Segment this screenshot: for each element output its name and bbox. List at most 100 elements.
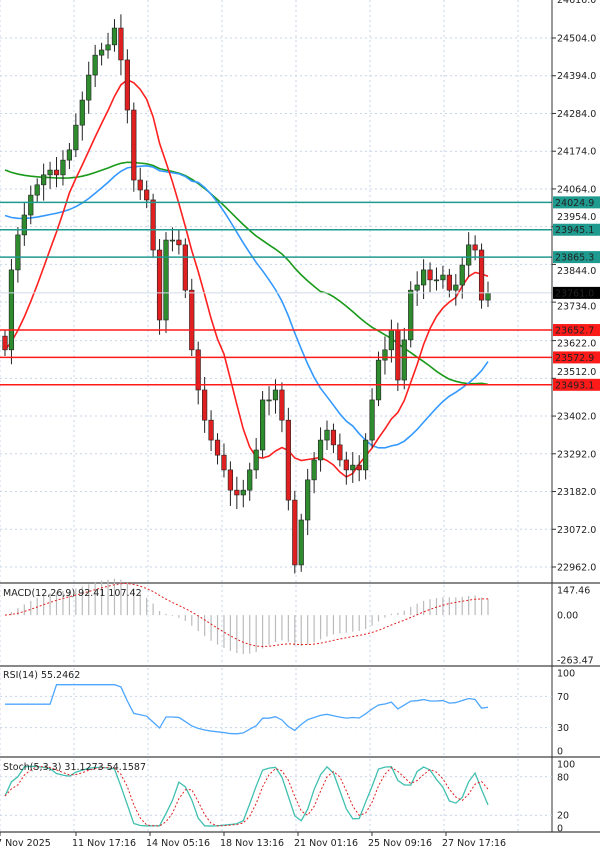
candle-bearish: [427, 269, 433, 281]
candle-bullish: [382, 349, 388, 361]
candle-bearish: [227, 469, 234, 491]
candle-bullish: [459, 264, 465, 286]
candle-bullish: [79, 99, 85, 126]
candle-bullish: [15, 234, 21, 271]
price-tick-label: 23734.0: [557, 302, 596, 313]
price-tick-label: 24504.0: [557, 34, 596, 45]
candle-bullish: [375, 359, 382, 401]
candle-bullish: [317, 439, 324, 461]
rsi-tick-label: 70: [557, 692, 569, 703]
x-tick-label: 27 Nov 17:16: [442, 838, 506, 849]
candle-bearish: [118, 27, 124, 61]
candle-bullish: [259, 399, 266, 451]
level-label: 23493.1: [555, 380, 594, 391]
level-label-bg: [553, 378, 600, 391]
candle-bearish: [150, 199, 156, 251]
candle-bearish: [2, 335, 8, 351]
candle-bearish: [195, 349, 201, 391]
level-label-bg: [553, 324, 600, 337]
stoch-tick-label: 20: [557, 811, 569, 822]
price-tick-label: 24284.0: [557, 109, 596, 120]
candle-bullish: [86, 74, 92, 101]
candle-bullish: [433, 279, 440, 282]
candle-bullish: [388, 329, 395, 351]
candle-bullish: [272, 389, 279, 401]
candle-bullish: [350, 464, 356, 471]
moving-average-line: [4, 78, 489, 478]
candle-bearish: [131, 109, 137, 181]
candle-bearish: [144, 189, 150, 201]
candle-bullish: [408, 289, 414, 341]
macd-signal-line: [4, 582, 489, 648]
candle-bullish: [66, 149, 72, 161]
macd-tick-label: 0.00: [557, 611, 578, 622]
candle-bearish: [446, 274, 452, 291]
moving-average-line: [4, 164, 489, 449]
candle-bullish: [414, 284, 420, 291]
stoch-k-line: [4, 765, 489, 827]
candle-bullish: [453, 284, 459, 291]
level-label-bg: [553, 223, 600, 236]
candle-bullish: [34, 184, 40, 196]
level-label-bg: [553, 251, 600, 264]
x-tick-label: 18 Nov 13:16: [220, 838, 284, 849]
candle-bearish: [337, 444, 343, 461]
candle-bearish: [285, 419, 291, 501]
rsi-tick-label: 0: [557, 747, 563, 758]
candle-bullish: [363, 439, 369, 471]
price-tick-label: 23402.0: [557, 412, 596, 423]
price-tick-label: 24394.0: [557, 71, 596, 82]
candle-bearish: [221, 454, 227, 471]
candle-bearish: [182, 244, 188, 291]
candle-bullish: [305, 479, 311, 521]
candle-bullish: [41, 174, 47, 186]
candle-bearish: [472, 244, 478, 251]
candle-bullish: [240, 489, 246, 496]
candle-bearish: [208, 419, 214, 441]
candle-bearish: [478, 249, 485, 301]
candle-bullish: [169, 239, 176, 242]
level-label: 23865.3: [555, 253, 594, 264]
candle-bullish: [8, 269, 15, 351]
candle-bearish: [292, 499, 298, 566]
candle-bullish: [440, 274, 446, 281]
candle-bearish: [343, 459, 349, 471]
stoch-title: Stoch(5,3,3) 31.1273 54.1587: [3, 762, 146, 773]
x-tick-label: 25 Nov 09:16: [368, 838, 432, 849]
candle-bullish: [163, 239, 169, 321]
price-tick-label: 23622.0: [557, 339, 596, 350]
candle-bullish: [466, 244, 472, 266]
price-tick-label: 23512.0: [557, 367, 596, 378]
candle-bullish: [73, 124, 79, 151]
price-tick-label: 24064.0: [557, 184, 596, 195]
candle-bullish: [266, 399, 272, 402]
rsi-title: RSI(14) 55.2462: [3, 670, 80, 681]
candle-bearish: [53, 169, 60, 176]
level-label: 24024.9: [555, 198, 594, 209]
moving-average-line: [4, 161, 489, 386]
price-tick-label: 23844.0: [557, 266, 596, 277]
candle-bullish: [298, 519, 304, 566]
current-price-bg: [553, 286, 600, 299]
candle-bullish: [99, 49, 105, 56]
stoch-tick-label: 80: [557, 772, 569, 783]
rsi-tick-label: 100: [557, 669, 575, 680]
x-tick-label: 14 Nov 05:16: [146, 838, 210, 849]
macd-tick-label: -263.47: [557, 656, 594, 667]
stoch-d-line: [4, 766, 489, 827]
candle-bearish: [124, 59, 130, 111]
candle-bearish: [202, 389, 208, 421]
candle-bearish: [395, 329, 401, 381]
candle-bullish: [21, 214, 27, 236]
candle-bullish: [253, 449, 259, 471]
current-price-label: 23761.0: [555, 288, 594, 299]
candle-bullish: [60, 159, 66, 176]
candle-bearish: [279, 389, 285, 421]
candle-bearish: [330, 429, 337, 446]
price-tick-label: 24616.0: [557, 0, 596, 6]
level-label: 23945.1: [555, 225, 594, 236]
candle-bullish: [105, 44, 111, 51]
candle-bullish: [369, 399, 375, 441]
